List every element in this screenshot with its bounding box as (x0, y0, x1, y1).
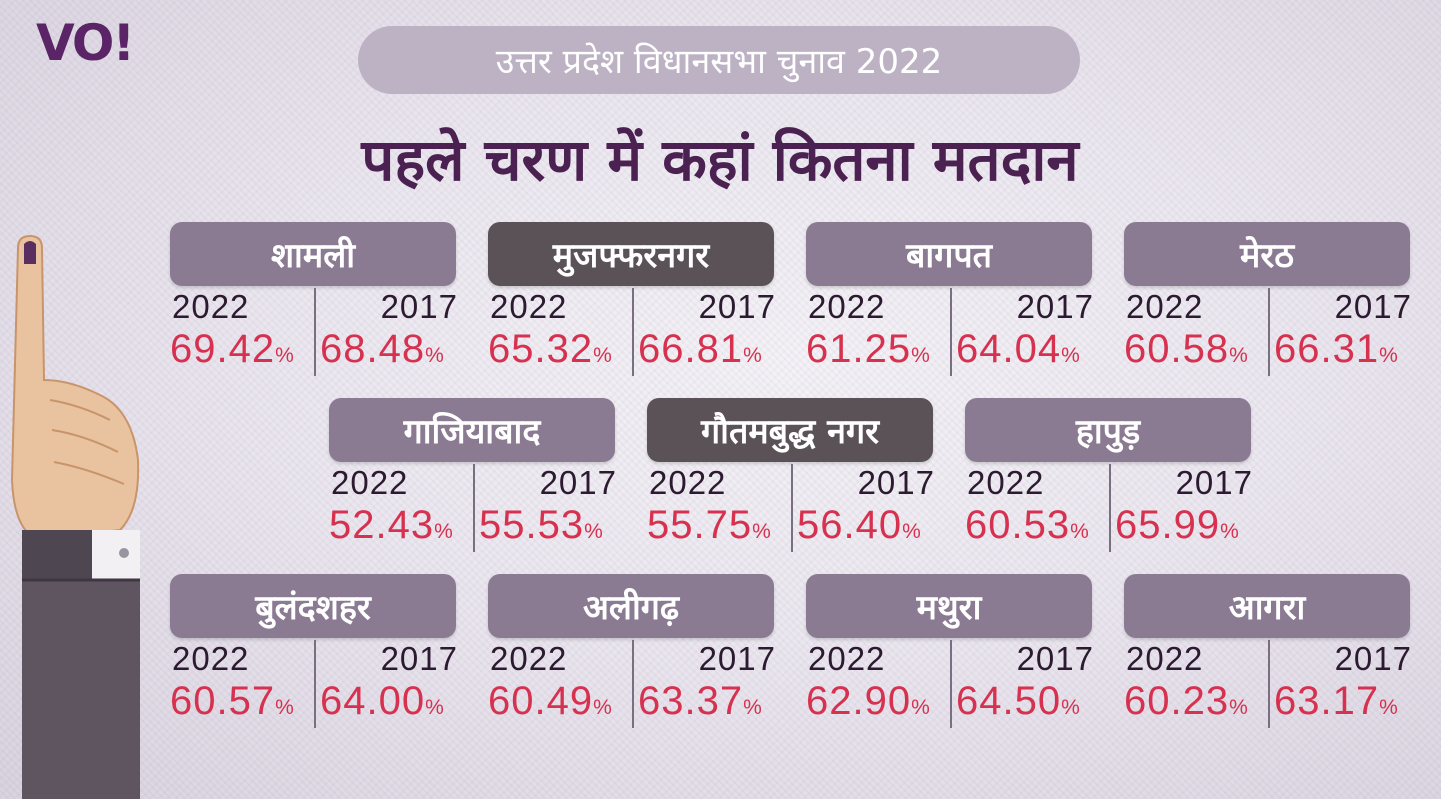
turnout-2017: 55.53% (479, 503, 603, 547)
turnout-2022: 62.90% (806, 679, 930, 723)
district-name: बागपत (806, 222, 1092, 286)
district-name: मुजफ्फरनगर (488, 222, 774, 286)
turnout-2022: 60.23% (1124, 679, 1248, 723)
election-title: उत्तर प्रदेश विधानसभा चुनाव 2022 (495, 42, 943, 82)
year-label-2017: 2017 (698, 288, 776, 325)
year-label-2022: 2022 (490, 640, 568, 677)
turnout-2017: 56.40% (797, 503, 921, 547)
district-name: मथुरा (806, 574, 1092, 638)
year-2017-column: 2017 64.00% (314, 640, 458, 728)
turnout-2022: 60.57% (170, 679, 294, 723)
year-2022-column: 2022 55.75% (647, 464, 789, 552)
turnout-2022: 69.42% (170, 327, 294, 371)
year-label-2022: 2022 (331, 464, 409, 501)
election-title-banner: उत्तर प्रदेश विधानसभा चुनाव 2022 (358, 26, 1080, 94)
year-label-2022: 2022 (490, 288, 568, 325)
turnout-2017: 66.31% (1274, 327, 1398, 371)
year-label-2017: 2017 (380, 288, 458, 325)
district-name: मेरठ (1124, 222, 1410, 286)
year-2022-column: 2022 60.53% (965, 464, 1107, 552)
turnout-2017: 68.48% (320, 327, 444, 371)
turnout-2017: 64.50% (956, 679, 1080, 723)
year-label-2022: 2022 (172, 640, 250, 677)
year-label-2017: 2017 (1016, 640, 1094, 677)
turnout-2022: 65.32% (488, 327, 612, 371)
year-label-2022: 2022 (808, 288, 886, 325)
year-2022-column: 2022 62.90% (806, 640, 948, 728)
district-card-baghpat: बागपत 2022 61.25% 2017 64.04% (806, 222, 1094, 382)
year-2017-column: 2017 68.48% (314, 288, 458, 376)
page-title: पहले चरण में कहां कितना मतदान (361, 126, 1079, 194)
turnout-2022: 55.75% (647, 503, 771, 547)
district-card-bulandshahr: बुलंदशहर 2022 60.57% 2017 64.00% (170, 574, 458, 734)
year-label-2022: 2022 (1126, 288, 1204, 325)
turnout-2022: 60.58% (1124, 327, 1248, 371)
year-label-2022: 2022 (1126, 640, 1204, 677)
year-label-2017: 2017 (539, 464, 617, 501)
year-2017-column: 2017 64.50% (950, 640, 1094, 728)
year-label-2017: 2017 (1175, 464, 1253, 501)
year-label-2022: 2022 (967, 464, 1045, 501)
year-label-2017: 2017 (1334, 288, 1412, 325)
district-name: गाजियाबाद (329, 398, 615, 462)
turnout-2017: 63.17% (1274, 679, 1398, 723)
turnout-2017: 64.00% (320, 679, 444, 723)
year-2022-column: 2022 60.23% (1124, 640, 1266, 728)
year-2017-column: 2017 64.04% (950, 288, 1094, 376)
year-label-2017: 2017 (698, 640, 776, 677)
year-label-2022: 2022 (172, 288, 250, 325)
year-2022-column: 2022 65.32% (488, 288, 630, 376)
year-2022-column: 2022 60.58% (1124, 288, 1266, 376)
district-card-agra: आगरा 2022 60.23% 2017 63.17% (1124, 574, 1412, 734)
year-2022-column: 2022 60.57% (170, 640, 312, 728)
year-label-2022: 2022 (808, 640, 886, 677)
year-2017-column: 2017 65.99% (1109, 464, 1253, 552)
turnout-2017: 65.99% (1115, 503, 1239, 547)
year-label-2017: 2017 (1016, 288, 1094, 325)
district-card-muzaffarnagar: मुजफ्फरनगर 2022 65.32% 2017 66.81% (488, 222, 776, 382)
district-card-hapur: हापुड़ 2022 60.53% 2017 65.99% (965, 398, 1253, 558)
year-2022-column: 2022 52.43% (329, 464, 471, 552)
district-name: अलीगढ़ (488, 574, 774, 638)
district-card-gautam-buddh-nagar: गौतमबुद्ध नगर 2022 55.75% 2017 56.40% (647, 398, 935, 558)
year-label-2017: 2017 (380, 640, 458, 677)
district-name: हापुड़ (965, 398, 1251, 462)
district-card-shamli: शामली 2022 69.42% 2017 68.48% (170, 222, 458, 382)
turnout-2017: 64.04% (956, 327, 1080, 371)
year-2022-column: 2022 69.42% (170, 288, 312, 376)
year-2022-column: 2022 60.49% (488, 640, 630, 728)
district-name: गौतमबुद्ध नगर (647, 398, 933, 462)
district-card-aligarh: अलीगढ़ 2022 60.49% 2017 63.37% (488, 574, 776, 734)
year-2017-column: 2017 55.53% (473, 464, 617, 552)
district-name: बुलंदशहर (170, 574, 456, 638)
year-2017-column: 2017 66.81% (632, 288, 776, 376)
year-2017-column: 2017 63.37% (632, 640, 776, 728)
district-card-ghaziabad: गाजियाबाद 2022 52.43% 2017 55.53% (329, 398, 617, 558)
district-card-mathura: मथुरा 2022 62.90% 2017 64.50% (806, 574, 1094, 734)
turnout-2022: 61.25% (806, 327, 930, 371)
inked-finger-hand-icon (10, 234, 140, 799)
year-2022-column: 2022 61.25% (806, 288, 948, 376)
year-2017-column: 2017 66.31% (1268, 288, 1412, 376)
turnout-2017: 63.37% (638, 679, 762, 723)
year-2017-column: 2017 63.17% (1268, 640, 1412, 728)
year-label-2022: 2022 (649, 464, 727, 501)
voi-logo: VO! (36, 14, 135, 72)
district-name: शामली (170, 222, 456, 286)
district-card-meerut: मेरठ 2022 60.58% 2017 66.31% (1124, 222, 1412, 382)
turnout-2022: 60.53% (965, 503, 1089, 547)
district-name: आगरा (1124, 574, 1410, 638)
turnout-2022: 60.49% (488, 679, 612, 723)
year-2017-column: 2017 56.40% (791, 464, 935, 552)
year-label-2017: 2017 (1334, 640, 1412, 677)
turnout-2017: 66.81% (638, 327, 762, 371)
turnout-2022: 52.43% (329, 503, 453, 547)
year-label-2017: 2017 (857, 464, 935, 501)
